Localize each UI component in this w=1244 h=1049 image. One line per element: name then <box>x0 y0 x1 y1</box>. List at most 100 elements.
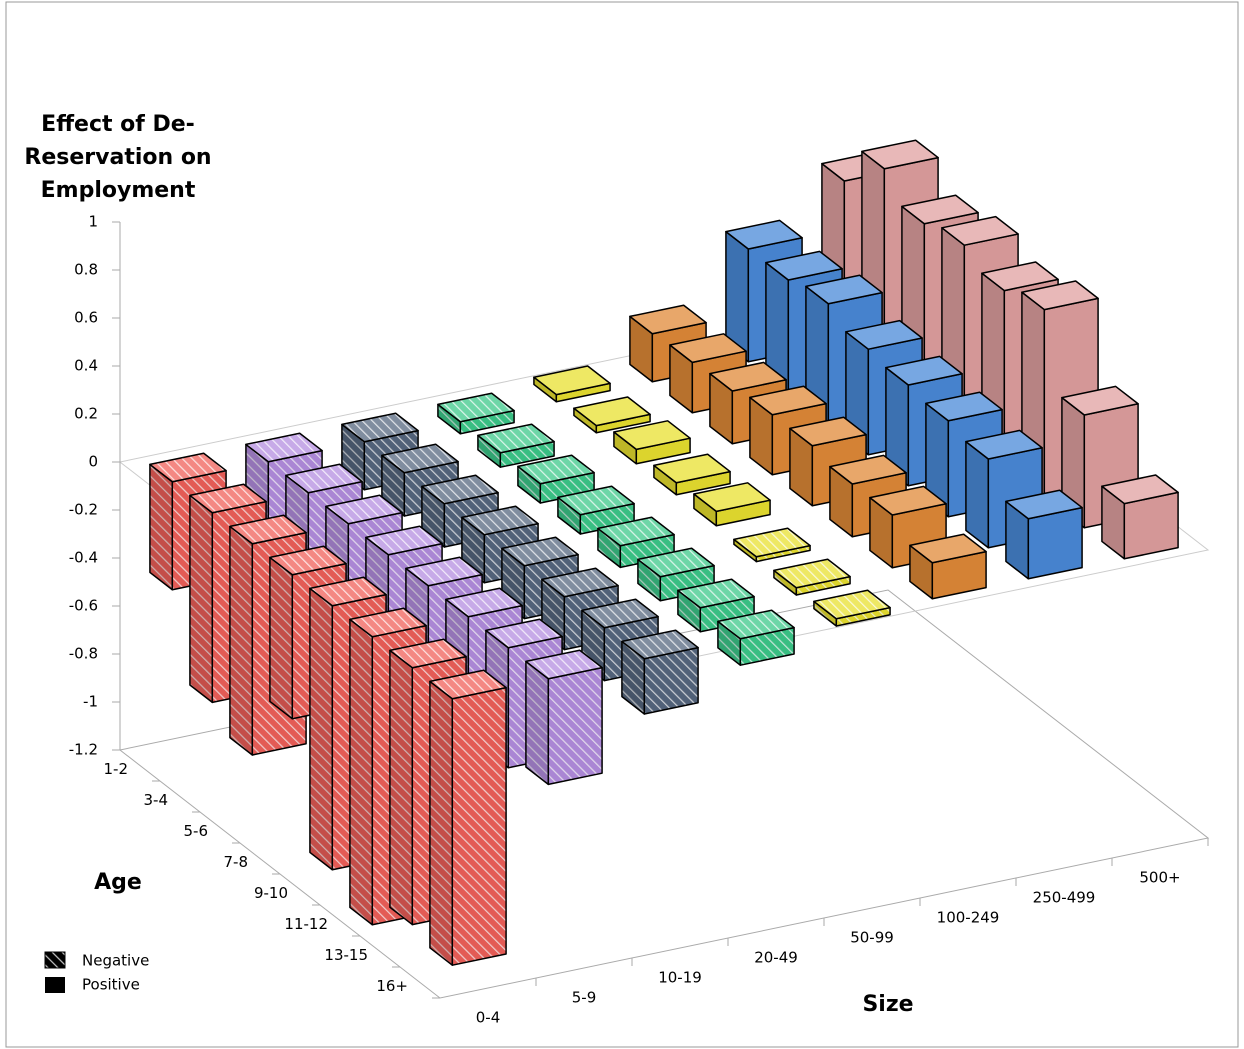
size-label: 10-19 <box>658 969 702 987</box>
bar-face <box>460 410 515 434</box>
bar-shade <box>149 452 227 483</box>
bar-shade <box>541 567 619 598</box>
bar <box>909 533 987 600</box>
bar-face <box>813 601 837 626</box>
bar-shade <box>405 556 483 587</box>
size-label: 50-99 <box>850 929 894 947</box>
bar-face <box>620 534 675 568</box>
bar-face <box>716 500 771 526</box>
bar-face <box>381 444 459 473</box>
bar-face <box>677 579 755 608</box>
legend-label: Positive <box>82 976 140 994</box>
bar-shade <box>1021 280 1099 311</box>
z-tick-label: -0.8 <box>69 645 98 663</box>
bar-face <box>229 526 253 755</box>
bar-face <box>349 619 373 925</box>
bar-face <box>533 377 557 402</box>
bar-shade <box>477 423 555 454</box>
bar-face <box>389 650 413 925</box>
bar-shade <box>445 587 523 618</box>
bar-shade <box>485 618 563 649</box>
z-tick-label: 0.2 <box>74 405 98 423</box>
bar-shade <box>547 666 603 786</box>
bar-shade <box>925 391 1003 422</box>
bar-face <box>533 366 611 395</box>
bar-face <box>765 251 843 280</box>
bar-shade <box>1027 506 1083 580</box>
size-label: 500+ <box>1139 869 1180 887</box>
bar-face <box>669 345 693 413</box>
bar-shade <box>525 649 603 680</box>
bar-face <box>981 262 1059 291</box>
bar-shade <box>451 686 507 966</box>
z-tick-label: -1 <box>83 693 98 711</box>
bar <box>1005 489 1083 580</box>
bar-shade <box>269 545 347 576</box>
bar-face <box>245 433 323 462</box>
bar-face <box>733 528 811 557</box>
bar-face <box>725 231 749 362</box>
bar-shade <box>437 392 515 423</box>
legend-swatch <box>45 977 65 993</box>
bar <box>429 669 507 966</box>
bar <box>477 423 555 468</box>
bar-face <box>613 432 637 464</box>
bar-face <box>540 472 595 503</box>
bar-face <box>557 486 635 515</box>
bar-face <box>749 386 827 415</box>
bar-shade <box>829 454 907 485</box>
bar-face <box>573 408 597 433</box>
bar-face <box>765 262 789 393</box>
age-label: 3-4 <box>144 791 169 809</box>
bar-shade <box>597 516 675 547</box>
bar-shade <box>733 527 811 558</box>
bar-face <box>429 670 507 699</box>
bar-shade <box>349 618 374 926</box>
y-axis-label: Age <box>94 870 142 895</box>
bar-face <box>629 305 707 334</box>
bar-shade <box>965 440 990 549</box>
bar-face <box>693 482 771 512</box>
bar-face <box>189 495 213 703</box>
bar-shade <box>557 485 635 516</box>
bar-face <box>1101 486 1125 559</box>
bar-face <box>341 413 419 442</box>
bar-face <box>437 404 461 434</box>
bar-shade <box>1061 385 1139 416</box>
bar <box>653 453 731 496</box>
bar-face <box>597 517 675 546</box>
bar-face <box>717 621 741 666</box>
bar-face <box>325 495 403 524</box>
bar-face <box>548 667 603 785</box>
bar-shade <box>749 385 827 416</box>
bar-shade <box>677 578 755 609</box>
bar-face <box>805 275 883 304</box>
age-label: 5-6 <box>184 822 209 840</box>
bar-shade <box>501 536 579 567</box>
bar-shade <box>285 463 363 494</box>
age-label: 1-2 <box>104 760 129 778</box>
bar-face <box>485 619 563 648</box>
bar-face <box>637 559 661 601</box>
bar-face <box>621 630 699 659</box>
bar-face <box>829 466 853 537</box>
bar-face <box>525 650 603 679</box>
bar <box>789 416 867 507</box>
bar-face <box>869 497 893 568</box>
bar <box>525 649 603 786</box>
z-tick-label: -0.2 <box>69 501 98 519</box>
bar-face <box>796 576 851 595</box>
bar-shade <box>637 547 715 578</box>
age-label: 16+ <box>376 977 408 995</box>
bar-face <box>405 557 483 586</box>
bar-shade <box>901 194 979 225</box>
bar-face <box>773 570 797 595</box>
bar-shade <box>525 660 550 786</box>
bar-face <box>941 216 1019 246</box>
bar <box>813 589 891 627</box>
bar <box>1101 474 1179 560</box>
bar-face <box>740 627 795 666</box>
bar-shade <box>349 607 427 638</box>
bar-face <box>1061 386 1139 415</box>
bar-shade <box>653 453 731 484</box>
